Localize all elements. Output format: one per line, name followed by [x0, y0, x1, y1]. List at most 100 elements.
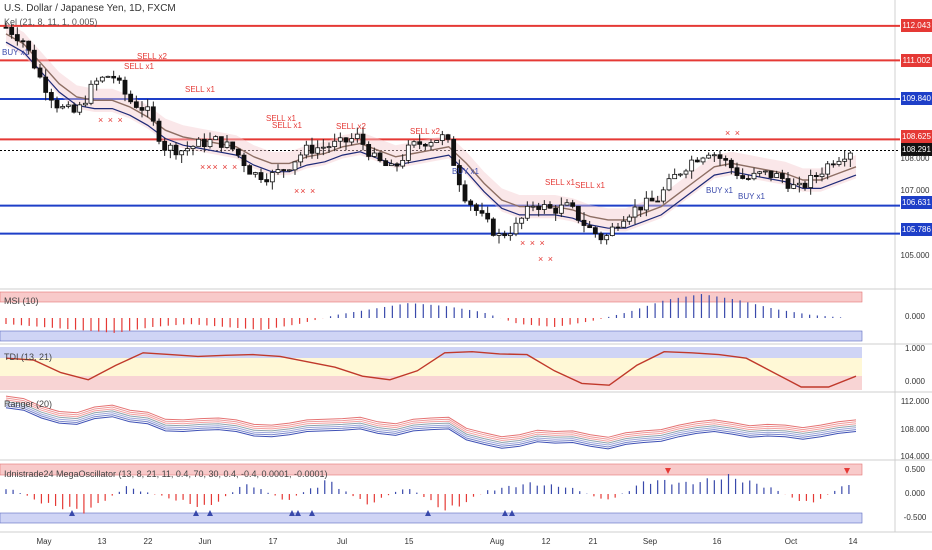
- candle-body: [632, 206, 638, 218]
- candle-body: [785, 178, 791, 189]
- candle-body: [128, 93, 134, 103]
- candle-body: [65, 104, 71, 107]
- candle-body: [570, 202, 576, 207]
- candle-body: [292, 161, 298, 171]
- mega-buy-arrow: [502, 510, 508, 516]
- candle-body: [519, 217, 525, 224]
- msi-upper-zone: [0, 291, 863, 303]
- current-price-tag: 108.291: [901, 143, 932, 156]
- candle-body: [320, 146, 326, 149]
- candle-body: [224, 141, 230, 148]
- candle-body: [479, 210, 485, 214]
- candle-body: [536, 205, 542, 210]
- candle-body: [819, 173, 825, 178]
- kel-lower-line: [5, 41, 857, 229]
- candle-body: [490, 218, 496, 236]
- candle-body: [269, 172, 275, 183]
- candle-body: [71, 104, 77, 113]
- mega-buy-arrow: [509, 510, 515, 516]
- ranger-axis-label: 112.000: [900, 397, 930, 406]
- candle-body: [99, 76, 105, 82]
- candle-body: [286, 169, 292, 172]
- x-tick-label: 22: [143, 537, 153, 546]
- candle-body: [258, 172, 264, 181]
- x-tick-label: 21: [588, 537, 598, 546]
- price-axis-label: 105.000: [900, 251, 930, 260]
- candle-body: [507, 233, 513, 237]
- candle-body: [343, 137, 349, 143]
- ranger-band: [5, 395, 857, 438]
- candle-body: [196, 138, 202, 147]
- candle-body: [768, 170, 774, 178]
- tdi-line: [5, 350, 857, 388]
- candle-body: [825, 163, 831, 175]
- candle-body: [655, 200, 661, 203]
- candle-body: [626, 216, 632, 222]
- candle-body: [360, 133, 366, 145]
- signal-label: SELL x1: [124, 62, 154, 71]
- x-tick-label: 13: [97, 537, 107, 546]
- msi-axis-label: 0.000: [904, 312, 926, 321]
- candle-body: [638, 206, 644, 211]
- candle-body: [207, 139, 213, 148]
- candle-body: [547, 204, 553, 209]
- mega-buy-arrow: [69, 510, 75, 516]
- candle-body: [26, 40, 32, 51]
- mega-axis-label: 0.500: [904, 465, 926, 474]
- candle-body: [462, 184, 468, 202]
- candle-body: [587, 225, 593, 229]
- x-tick-label: Sep: [642, 537, 658, 546]
- candle-body: [706, 154, 712, 159]
- candle-body: [179, 150, 185, 156]
- x-tick-label: May: [36, 537, 52, 546]
- candle-body: [88, 83, 94, 104]
- level-tag: 111.002: [901, 54, 932, 67]
- candle-body: [592, 227, 598, 235]
- signal-label: SELL x2: [137, 52, 167, 61]
- candle-body: [394, 163, 400, 167]
- ranger-axis-label: 104.000: [900, 452, 930, 461]
- mega-buy-arrow: [295, 510, 301, 516]
- candle-body: [122, 79, 128, 95]
- candle-body: [9, 26, 15, 35]
- candle-body: [139, 107, 145, 111]
- candle-body: [502, 233, 508, 237]
- candle-body: [660, 189, 666, 202]
- tdi-label: TDI (13, 21): [4, 352, 53, 362]
- x-tick-label: Aug: [489, 537, 505, 546]
- candle-body: [201, 138, 207, 148]
- candle-body: [513, 222, 519, 235]
- cross-markers: × ×: [725, 128, 742, 138]
- mega-buy-arrow: [309, 510, 315, 516]
- candle-body: [145, 106, 151, 111]
- ranger-label: Ranger (20): [4, 399, 53, 409]
- mega-label: Idnistrade24 MegaOscillator (13, 8, 21, …: [4, 469, 328, 479]
- x-tick-label: Oct: [784, 537, 798, 546]
- candle-body: [456, 165, 462, 186]
- candle-body: [247, 165, 253, 175]
- candle-body: [349, 138, 355, 143]
- candle-body: [235, 148, 241, 156]
- candle-body: [400, 159, 406, 167]
- tdi-axis-label: 0.000: [904, 377, 926, 386]
- candle-body: [558, 204, 564, 214]
- candle-body: [445, 134, 451, 140]
- candle-body: [734, 167, 740, 176]
- candle-body: [439, 134, 445, 141]
- candle-body: [43, 76, 49, 93]
- kel-channel-fill: [6, 22, 856, 232]
- signal-label: BUY x1: [452, 167, 479, 176]
- overlay-label: Kel (21, 8, 11, 1, 0.005): [4, 17, 98, 27]
- signal-label: SELL x1: [272, 121, 302, 130]
- candle-body: [252, 172, 258, 175]
- ranger-band: [5, 403, 857, 446]
- candle-body: [468, 200, 474, 206]
- mega-axis-label: -0.500: [903, 513, 927, 522]
- mega-sell-arrow: [665, 468, 671, 474]
- candle-body: [745, 178, 751, 180]
- cross-markers: ×× ×: [294, 186, 317, 196]
- candle-body: [332, 140, 338, 148]
- candle-body: [405, 144, 411, 161]
- candle-body: [366, 143, 372, 157]
